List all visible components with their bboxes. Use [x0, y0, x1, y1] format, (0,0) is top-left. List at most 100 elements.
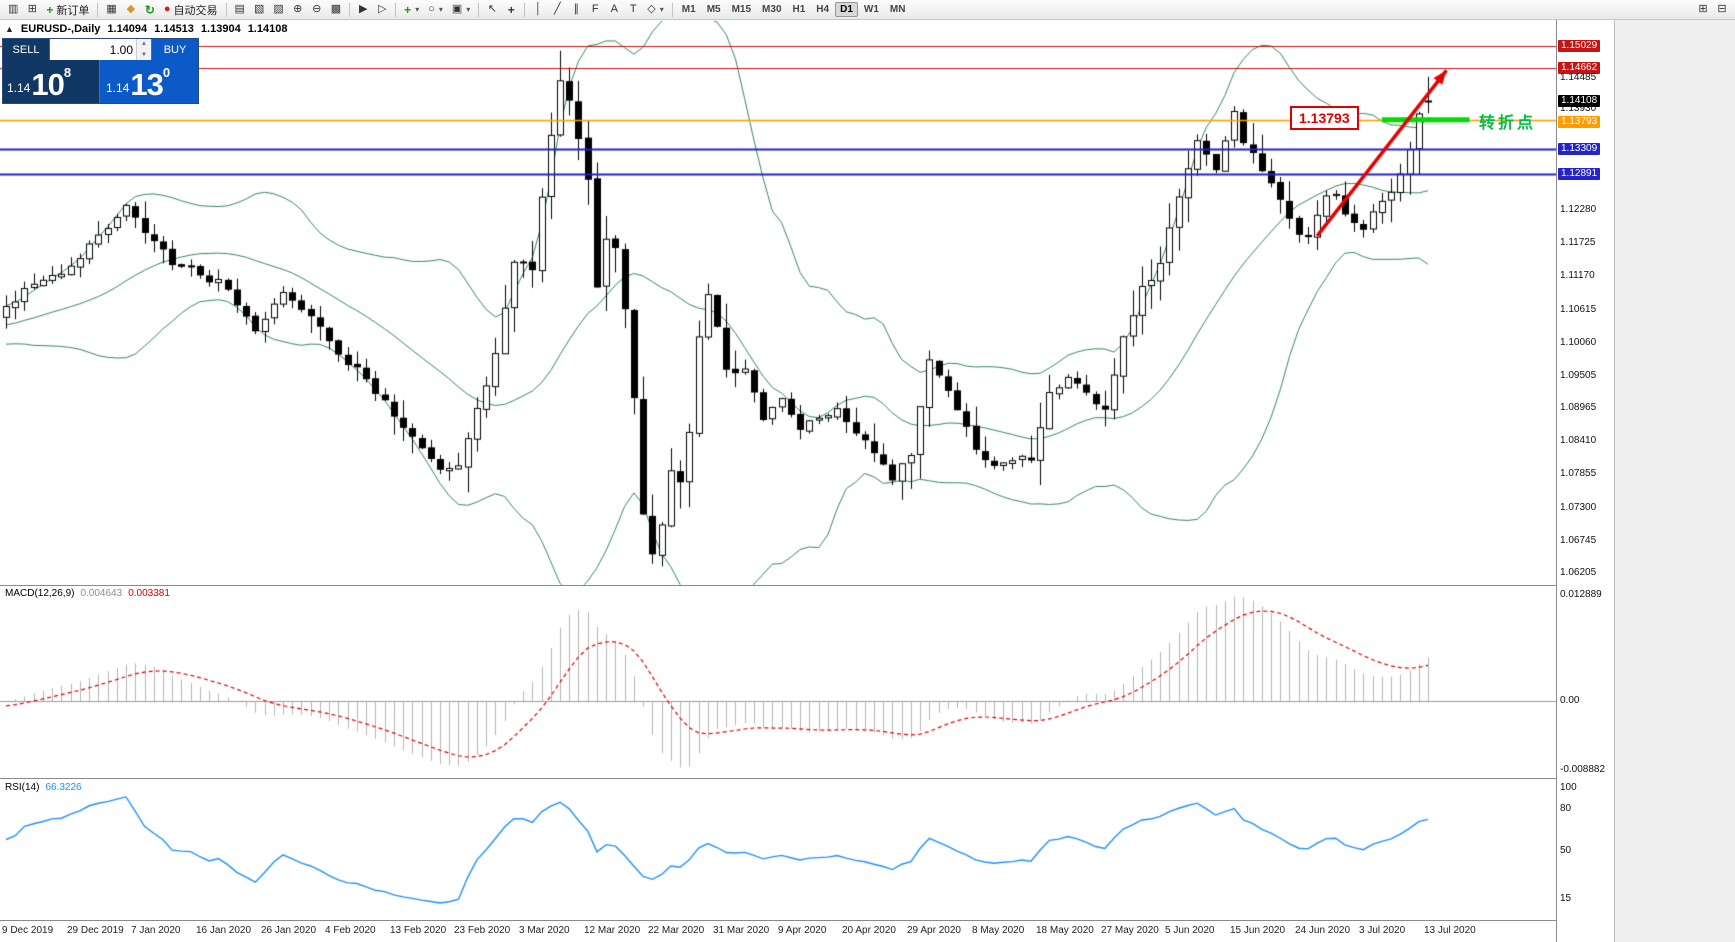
window-list-button[interactable]: ⊞ — [23, 1, 41, 18]
profiles-icon: ◆ — [126, 3, 136, 15]
main-macd-separator[interactable] — [0, 585, 1614, 586]
date-axis[interactable]: 9 Dec 2019 29 Dec 2019 7 Jan 2020 16 Jan 20… — [0, 921, 1556, 942]
refresh-icon: ↻ — [144, 2, 155, 17]
price-axis-tick: 1.10615 — [1560, 304, 1597, 315]
period-menu-button[interactable]: ○ ▾ — [424, 1, 447, 18]
toolbar-separator — [395, 2, 397, 17]
rsi-axis-level: 15 — [1560, 893, 1572, 904]
terminal-button[interactable]: ▤ — [231, 1, 249, 18]
rsi-axis-level: 100 — [1560, 782, 1577, 793]
bid-price-big: 10 — [31, 67, 64, 103]
timeframe-button-h4[interactable]: H4 — [816, 4, 830, 15]
toolbar-separator — [349, 2, 351, 17]
template-menu-button[interactable]: ▣ ▾ — [448, 1, 474, 18]
volume-down-icon[interactable]: ▼ — [137, 49, 151, 60]
terminal-icon: ▤ — [234, 3, 245, 15]
channel-button[interactable]: ∥ — [567, 1, 585, 18]
bid-price-display[interactable]: 1.14 10 8 — [3, 60, 99, 103]
tile-windows-button[interactable]: ▩ — [327, 1, 345, 18]
sell-button[interactable]: SELL — [3, 39, 50, 60]
date-axis-label: 12 Mar 2020 — [584, 925, 641, 936]
tile-windows-icon: ▩ — [330, 3, 342, 15]
date-axis-label: 29 Dec 2019 — [67, 925, 124, 936]
ask-price-small: 1.14 — [106, 81, 130, 95]
date-axis-label: 29 Apr 2020 — [907, 925, 961, 936]
price-axis-tick: 1.11725 — [1560, 237, 1596, 248]
options-button[interactable]: ⊟ — [1713, 1, 1731, 18]
vertical-line-button[interactable]: │ — [529, 1, 547, 18]
price-level-label: 1.13793 — [1558, 116, 1601, 128]
volume-field: ▲ ▼ — [50, 39, 151, 60]
ohlc-open: 1.14094 — [107, 23, 148, 35]
new-order-label: 新订单 — [56, 4, 90, 17]
chart-header: ▲ EURUSD-,Daily 1.14094 1.14513 1.13904 … — [5, 23, 287, 35]
data-window-button[interactable]: ▨ — [269, 1, 287, 18]
toolbar-separator — [225, 2, 227, 17]
crosshair-button[interactable]: + — [502, 1, 520, 18]
timeframe-button-h1[interactable]: H1 — [792, 4, 806, 15]
chart-plot-area[interactable] — [0, 0, 1556, 942]
volume-input[interactable] — [50, 39, 136, 60]
timeframe-button-d1[interactable]: D1 — [835, 2, 858, 17]
timeframe-button-m1[interactable]: M1 — [681, 4, 696, 15]
autotrading-button[interactable]: ● 自动交易 — [160, 1, 222, 18]
arrange-windows-button[interactable]: ⊞ — [1694, 1, 1712, 18]
rsi-value: 66.3226 — [45, 782, 82, 793]
price-axis[interactable]: 1.15029 1.14662 1.14485 1.14108 1.13930 1.137… — [1556, 0, 1614, 942]
new-chart-button[interactable]: ▥ — [4, 1, 22, 18]
label-button[interactable]: T — [624, 1, 642, 18]
strategy-tester-button[interactable]: ▧ — [250, 1, 268, 18]
date-axis-label: 15 Jun 2020 — [1230, 925, 1286, 936]
refresh-button[interactable]: ↻ — [141, 1, 159, 18]
timeframe-button-m30[interactable]: M30 — [762, 4, 782, 15]
charts-icon: ▦ — [106, 3, 117, 15]
timeframe-button-m15[interactable]: M15 — [731, 4, 752, 15]
zoom-in-button[interactable]: ⊕ — [289, 1, 307, 18]
date-axis-label: 8 May 2020 — [972, 925, 1025, 936]
price-axis-tick: 1.07855 — [1560, 468, 1597, 479]
auto-scroll-button[interactable]: ▶ — [354, 1, 372, 18]
buy-button[interactable]: BUY — [151, 39, 198, 60]
new-order-button[interactable]: + 新订单 — [42, 1, 93, 18]
cursor-button[interactable]: ↖ — [483, 1, 501, 18]
price-axis-tick: 1.07300 — [1560, 502, 1597, 513]
macd-axis-max: 0.012889 — [1560, 589, 1602, 600]
turning-point-text[interactable]: 转折点 — [1479, 115, 1537, 132]
one-click-toggle-icon[interactable]: ▲ — [5, 24, 14, 34]
date-axis-label: 7 Jan 2020 — [131, 925, 181, 936]
ask-price-display[interactable]: 1.14 13 0 — [99, 60, 198, 103]
text-button[interactable]: A — [605, 1, 623, 18]
timeframe-button-mn[interactable]: MN — [889, 4, 906, 15]
price-level-label: 1.15029 — [1558, 40, 1601, 52]
level-callout-label[interactable]: 1.13793 — [1290, 106, 1359, 130]
trendline-button[interactable]: ╱ — [548, 1, 566, 18]
template-menu-icon: ▣ — [451, 3, 463, 15]
price-axis-tick: 1.09505 — [1560, 370, 1597, 381]
ask-price-big: 13 — [130, 67, 163, 103]
data-window-icon: ▨ — [273, 3, 284, 15]
charts-button[interactable]: ▦ — [102, 1, 120, 18]
macd-rsi-separator[interactable] — [0, 778, 1614, 779]
volume-up-icon[interactable]: ▲ — [137, 39, 151, 50]
chart-shift-button[interactable]: ▷ — [373, 1, 391, 18]
timeframe-button-m5[interactable]: M5 — [706, 4, 721, 15]
ohlc-low: 1.13904 — [200, 23, 241, 35]
new-order-icon: + — [46, 2, 54, 17]
add-indicator-button[interactable]: + ▾ — [400, 1, 423, 18]
shapes-menu-button[interactable]: ◇ ▾ — [643, 1, 667, 18]
date-axis-label: 4 Feb 2020 — [325, 925, 376, 936]
timeframe-button-w1[interactable]: W1 — [863, 4, 879, 15]
profiles-button[interactable]: ◆ — [122, 1, 140, 18]
fibonacci-icon: F — [591, 3, 599, 15]
date-axis-label: 9 Apr 2020 — [778, 925, 827, 936]
macd-axis-min: -0.008882 — [1560, 764, 1606, 775]
dropdown-arrow-icon: ▾ — [659, 5, 664, 14]
zoom-in-icon: ⊕ — [293, 3, 303, 15]
macd-main-value: 0.004643 — [80, 588, 123, 599]
zoom-out-button[interactable]: ⊖ — [308, 1, 326, 18]
date-axis-label: 18 May 2020 — [1036, 925, 1094, 936]
fibonacci-button[interactable]: F — [586, 1, 604, 18]
price-axis-tick: 1.14485 — [1560, 72, 1597, 83]
price-level-label: 1.14108 — [1558, 95, 1601, 107]
